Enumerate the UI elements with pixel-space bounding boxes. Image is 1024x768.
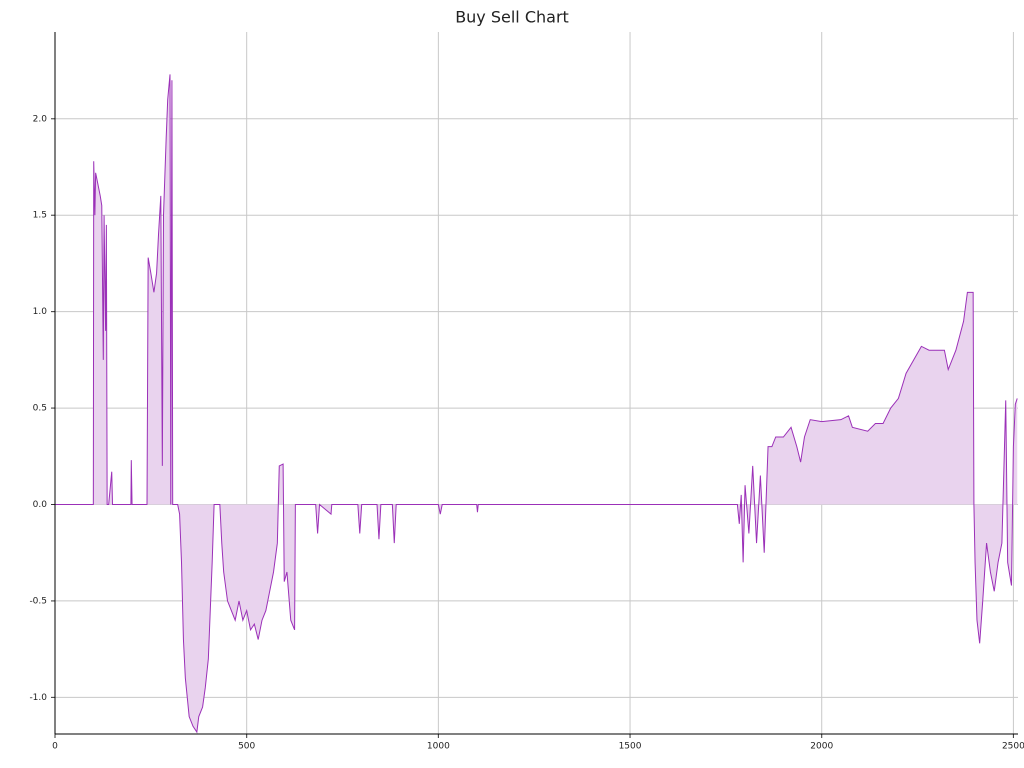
y-tick-label: 2.0 — [33, 114, 48, 124]
y-tick-label: 1.0 — [33, 307, 48, 317]
x-tick-label: 500 — [238, 742, 255, 752]
x-tick-label: 1000 — [427, 742, 450, 752]
x-tick-label: 0 — [52, 742, 58, 752]
line — [55, 74, 1018, 734]
y-tick-label: 0.5 — [33, 404, 47, 414]
x-tick-label: 2000 — [810, 742, 833, 752]
chart-title: Buy Sell Chart — [455, 8, 569, 27]
x-tick-label: 2500 — [1002, 742, 1024, 752]
y-tick-label: -0.5 — [29, 596, 47, 606]
area-fill — [55, 74, 1018, 733]
y-tick-label: 1.5 — [33, 211, 47, 221]
x-tick-label: 1500 — [619, 742, 642, 752]
y-tick-label: -1.0 — [29, 693, 47, 703]
y-tick-label: 0.0 — [33, 500, 48, 510]
